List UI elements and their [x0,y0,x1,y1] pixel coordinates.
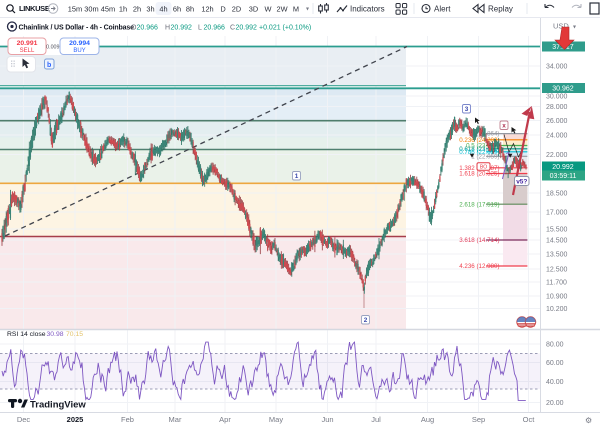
svg-text:15m: 15m [68,5,82,14]
svg-text:Mar: Mar [169,415,182,424]
svg-text:3: 3 [465,106,469,113]
svg-text:13.500: 13.500 [546,252,568,259]
svg-text:BO: BO [480,164,487,170]
svg-text:3h: 3h [146,5,154,14]
svg-text:20.992: 20.992 [171,24,193,31]
svg-text:Jun: Jun [321,415,333,424]
svg-text:RSI 14 close: RSI 14 close [7,331,46,338]
svg-text:80.00: 80.00 [546,342,564,349]
svg-text:W: W [265,5,272,14]
svg-text:Jul: Jul [371,415,381,424]
svg-text:Replay: Replay [488,5,513,14]
svg-text:40.00: 40.00 [546,379,564,386]
svg-text:3.618 (14.714): 3.618 (14.714) [459,237,499,244]
svg-text:15.500: 15.500 [546,227,568,234]
svg-text:03:59:11: 03:59:11 [550,173,577,180]
svg-text:+0.021 (+0.10%): +0.021 (+0.10%) [259,24,311,31]
svg-text:Indicators: Indicators [350,5,385,14]
svg-text:L: L [198,24,202,31]
svg-text:▾: ▾ [306,7,309,13]
svg-text:Chainlink / US Dollar - 4h - C: Chainlink / US Dollar - 4h - Coinbase [19,24,135,31]
svg-text:20.992: 20.992 [552,164,574,171]
svg-text:⚙: ⚙ [585,416,592,425]
svg-text:10.200: 10.200 [546,306,568,313]
svg-text:22.000: 22.000 [546,152,568,159]
svg-text:28.000: 28.000 [546,104,568,111]
svg-text:2025: 2025 [67,415,84,424]
svg-text:2D: 2D [232,5,241,14]
svg-text:1 (22.059): 1 (22.059) [471,153,499,160]
svg-text:LINKUSE: LINKUSE [19,4,50,13]
svg-text:6h: 6h [173,5,181,14]
svg-text:1.618 (20.325): 1.618 (20.325) [459,171,499,178]
svg-text:4.236 (12.980): 4.236 (12.980) [459,263,499,270]
svg-text:Dec: Dec [17,415,31,424]
svg-text:8h: 8h [186,5,194,14]
svg-text:H: H [165,24,170,31]
svg-text:2W: 2W [276,5,287,14]
svg-text:D: D [220,5,225,14]
svg-text:Aug: Aug [421,415,434,424]
svg-text:30.962: 30.962 [552,86,574,93]
svg-text:USD: USD [553,22,569,31]
svg-text:1h: 1h [119,5,127,14]
svg-text:2.618 (17.519): 2.618 (17.519) [459,201,499,208]
svg-text:34.000: 34.000 [546,64,568,71]
svg-text:45m: 45m [101,5,115,14]
svg-text:20.966: 20.966 [204,24,226,31]
svg-text:Sep: Sep [472,415,485,424]
svg-text:M: M [293,5,299,14]
svg-text:May: May [269,415,283,424]
svg-text:TradingView: TradingView [30,400,86,411]
svg-text:60.00: 60.00 [546,360,564,367]
svg-text:26.000: 26.000 [546,118,568,125]
svg-text:20.992: 20.992 [236,24,258,31]
svg-text:O: O [131,24,137,31]
svg-text:24.000: 24.000 [546,133,568,140]
svg-text:C: C [230,24,235,31]
svg-text:12.500: 12.500 [546,267,568,274]
svg-text:18.500: 18.500 [546,191,568,198]
svg-text:11.700: 11.700 [546,280,567,287]
svg-text:30m: 30m [84,5,98,14]
svg-text:Oct: Oct [523,415,536,424]
svg-text:Alert: Alert [434,5,451,14]
svg-text:12h: 12h [201,5,213,14]
svg-text:2h: 2h [133,5,141,14]
svg-text:20.994: 20.994 [69,40,90,47]
svg-text:▾: ▾ [573,25,576,31]
svg-text:10.900: 10.900 [546,294,568,301]
svg-text:x: x [502,123,506,130]
svg-text:17.000: 17.000 [546,210,568,217]
svg-text:b: b [47,62,51,69]
svg-text:Feb: Feb [121,415,134,424]
svg-text:0.618 (23.131): 0.618 (23.131) [459,146,499,153]
svg-text:4h: 4h [159,5,167,14]
svg-text:v5?: v5? [516,179,527,186]
svg-text:0.236 (24.202): 0.236 (24.202) [459,137,499,144]
svg-text:70.15: 70.15 [66,331,83,338]
svg-text:14.500: 14.500 [546,238,568,245]
svg-text:20.00: 20.00 [546,400,564,407]
svg-text:Apr: Apr [219,415,231,424]
svg-text:1: 1 [295,173,299,180]
svg-text:3D: 3D [249,5,258,14]
svg-text:20.966: 20.966 [137,24,159,31]
svg-text:30.000: 30.000 [546,94,568,101]
svg-text:0.786 (22.659): 0.786 (22.659) [459,149,499,156]
svg-text:30.98: 30.98 [47,331,64,338]
svg-text:20.991: 20.991 [17,40,38,47]
svg-text:SELL: SELL [20,48,35,54]
svg-text:0.5 (23.462): 0.5 (23.462) [466,143,499,150]
svg-text:2: 2 [364,317,368,324]
svg-text:0.009: 0.009 [46,44,59,50]
svg-text:BUY: BUY [73,48,85,54]
